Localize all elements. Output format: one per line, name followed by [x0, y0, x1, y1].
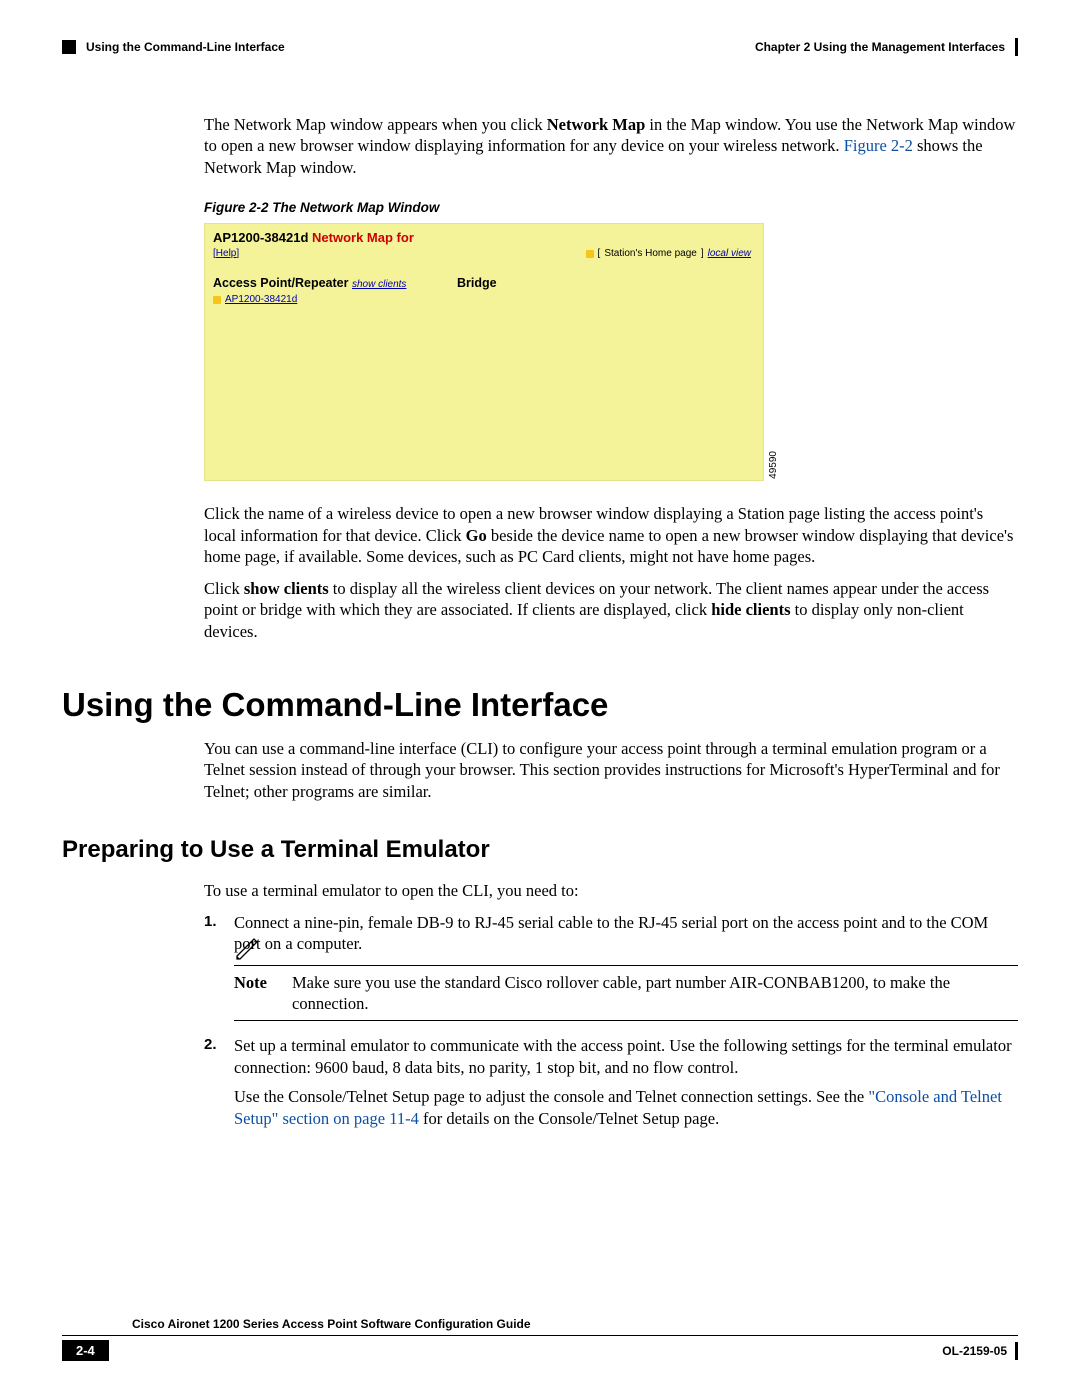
prep-intro: To use a terminal emulator to open the C… [204, 880, 1018, 901]
access-point-repeater: Access Point/Repeater show clients [213, 276, 406, 290]
content-area: The Network Map window appears when you … [0, 114, 1080, 1129]
ap-title-red: Network Map for [312, 230, 414, 245]
footer-divider [62, 1335, 1018, 1336]
step1-num: 1. [204, 912, 224, 955]
para1-bold: Network Map [547, 115, 646, 134]
ap-title: AP1200-38421d Network Map for [213, 230, 414, 245]
go-icon[interactable] [586, 250, 594, 258]
note-text: Make sure you use the standard Cisco rol… [292, 972, 1018, 1015]
bridge-label: Bridge [457, 276, 497, 290]
show-clients-link[interactable]: show clients [352, 279, 406, 290]
step1-text: Connect a nine-pin, female DB-9 to RJ-45… [234, 912, 1018, 955]
figure-caption: Figure 2-2 The Network Map Window [204, 200, 1018, 215]
ap-id: AP1200-38421d [213, 230, 308, 245]
step-1: 1. Connect a nine-pin, female DB-9 to RJ… [204, 912, 1018, 955]
header-left-text: Using the Command-Line Interface [86, 40, 285, 54]
stations-label: Station's Home page [604, 248, 697, 259]
help-link[interactable]: [Help] [213, 248, 239, 259]
footer-bar-icon [1015, 1342, 1018, 1360]
step2-sub-b: for details on the Console/Telnet Setup … [419, 1109, 719, 1128]
step2-text: Set up a terminal emulator to communicat… [234, 1035, 1018, 1078]
step2-sub: Use the Console/Telnet Setup page to adj… [234, 1086, 1018, 1129]
note-pencil-icon [234, 936, 260, 962]
header-left: Using the Command-Line Interface [62, 40, 285, 54]
section-heading: Using the Command-Line Interface [62, 686, 1018, 724]
network-map-figure: AP1200-38421d Network Map for [Help] [St… [204, 223, 764, 481]
help-text: Help [216, 248, 237, 259]
step2-num: 2. [204, 1035, 224, 1078]
stations-area: [Station's Home page] local view [586, 248, 751, 259]
page-header: Using the Command-Line Interface Chapter… [0, 0, 1080, 56]
doc-id-text: OL-2159-05 [942, 1344, 1007, 1358]
subsection-heading: Preparing to Use a Terminal Emulator [62, 836, 1018, 864]
para3a: Click [204, 579, 244, 598]
local-view-link[interactable]: local view [708, 248, 751, 259]
step-2: 2. Set up a terminal emulator to communi… [204, 1035, 1018, 1078]
footer-guide-title: Cisco Aironet 1200 Series Access Point S… [132, 1317, 1018, 1331]
figure-number: 49590 [768, 451, 779, 479]
step2-sub-a: Use the Console/Telnet Setup page to adj… [234, 1087, 868, 1106]
page-number-badge: 2-4 [62, 1340, 109, 1361]
cli-intro: You can use a command-line interface (CL… [204, 738, 1018, 802]
header-right: Chapter 2 Using the Management Interface… [755, 38, 1018, 56]
note-label: Note [234, 972, 278, 1015]
device-link[interactable]: AP1200-38421d [225, 294, 297, 305]
go-icon-device[interactable] [213, 296, 221, 304]
para3: Click show clients to display all the wi… [204, 578, 1018, 642]
numbered-list-2: 2. Set up a terminal emulator to communi… [204, 1035, 1018, 1078]
apr-label: Access Point/Repeater [213, 276, 348, 290]
header-right-text: Chapter 2 Using the Management Interface… [755, 40, 1005, 54]
numbered-list: 1. Connect a nine-pin, female DB-9 to RJ… [204, 912, 1018, 955]
intro-paragraph: The Network Map window appears when you … [204, 114, 1018, 178]
note-block: Note Make sure you use the standard Cisc… [234, 965, 1018, 1022]
header-bar-icon [1015, 38, 1018, 56]
para1-pre: The Network Map window appears when you … [204, 115, 547, 134]
page-footer: Cisco Aironet 1200 Series Access Point S… [62, 1317, 1018, 1361]
para3-bold2: hide clients [711, 600, 790, 619]
header-square-icon [62, 40, 76, 54]
para2-bold: Go [466, 526, 487, 545]
figure-link[interactable]: Figure 2-2 [844, 136, 913, 155]
device-row: AP1200-38421d [213, 294, 297, 305]
para3-bold1: show clients [244, 579, 329, 598]
para2: Click the name of a wireless device to o… [204, 503, 1018, 567]
doc-id: OL-2159-05 [942, 1342, 1018, 1360]
